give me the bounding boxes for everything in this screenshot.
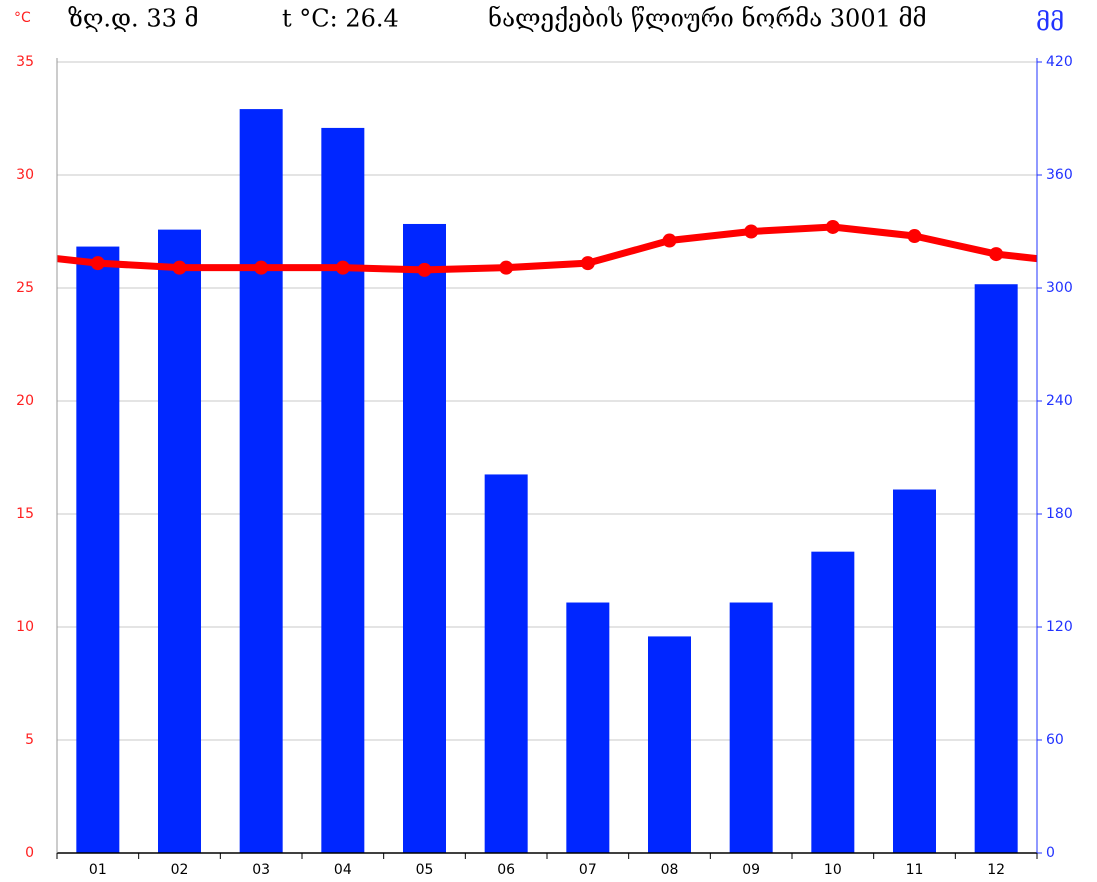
point [172, 260, 187, 275]
point [662, 233, 677, 248]
y2-tick-label: 300 [1046, 280, 1073, 296]
bar [729, 602, 773, 853]
point [989, 247, 1004, 262]
y-tick-label: 5 [25, 732, 34, 748]
x-tick-label: 08 [661, 862, 679, 878]
x-tick-label: 01 [89, 862, 107, 878]
x-tick-label: 09 [742, 862, 760, 878]
bar [484, 474, 528, 853]
x-tick-label: 10 [824, 862, 842, 878]
point [744, 224, 759, 239]
bar [566, 602, 610, 853]
bar [648, 636, 691, 853]
x-tick-label: 07 [579, 862, 597, 878]
y2-tick-label: 120 [1046, 619, 1073, 635]
y-tick-label: 30 [16, 167, 34, 183]
x-tick-label: 11 [906, 862, 924, 878]
y-tick-label: 10 [16, 619, 34, 635]
y-tick-label: 0 [25, 845, 34, 861]
x-tick-label: 02 [171, 862, 189, 878]
point [499, 260, 514, 275]
y2-tick-label: 60 [1046, 732, 1064, 748]
line [97, 223, 997, 274]
point [580, 256, 595, 271]
x-tick-label: 04 [334, 862, 352, 878]
y2-tick-label: 420 [1046, 54, 1073, 70]
bar [811, 551, 855, 853]
point [90, 256, 105, 271]
y-tick-label: 25 [16, 280, 34, 296]
point [417, 262, 432, 277]
x-tick-label: 03 [252, 862, 270, 878]
point [254, 260, 269, 275]
y-axis-label: °C [14, 10, 31, 26]
y-tick-label: 15 [16, 506, 34, 522]
mean-temperature: t °C: 26.4 [282, 5, 399, 33]
annual-precipitation: ნალექების წლიური ნორმა 3001 მმ [488, 5, 927, 33]
x-tick-label: 05 [416, 862, 434, 878]
y2-axis-label: მმ [1036, 9, 1064, 37]
x-tick-label: 12 [987, 862, 1005, 878]
bar [893, 489, 936, 853]
y2-tick-label: 180 [1046, 506, 1073, 522]
y2-tick-label: 240 [1046, 393, 1073, 409]
y2-tick-label: 0 [1046, 845, 1055, 861]
bar [239, 109, 283, 854]
bar [974, 284, 1018, 853]
point [335, 260, 350, 275]
x-tick-label: 06 [497, 862, 515, 878]
y-tick-label: 35 [16, 54, 34, 70]
y2-tick-label: 360 [1046, 167, 1073, 183]
elevation: ზღ.დ. 33 მ [68, 5, 199, 33]
bar [76, 246, 120, 854]
bar [321, 127, 365, 853]
point [907, 229, 922, 244]
point [825, 219, 840, 234]
y-tick-label: 20 [16, 393, 34, 409]
bar [158, 229, 201, 853]
bar [403, 223, 446, 853]
